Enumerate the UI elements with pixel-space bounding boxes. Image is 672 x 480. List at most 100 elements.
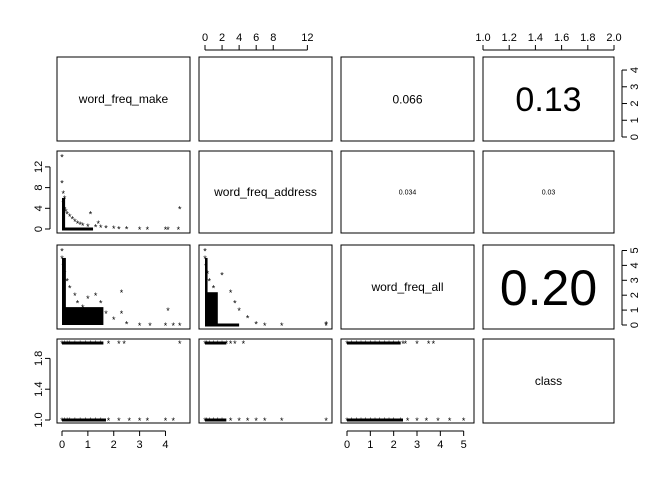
point-class2-all-0: * bbox=[345, 339, 349, 349]
point-all-make-3: * bbox=[63, 269, 67, 279]
point-class2-make-10: * bbox=[107, 339, 111, 349]
point-class1-make-6: * bbox=[84, 416, 88, 426]
point-class2-address-1: * bbox=[205, 339, 209, 349]
correlation-value-1-2: 0.034 bbox=[399, 190, 417, 197]
point-all-make-4: * bbox=[65, 276, 69, 286]
point-class2-all-11: * bbox=[397, 339, 401, 349]
point-class2-address-9: * bbox=[242, 339, 246, 349]
point-class2-make-4: * bbox=[73, 339, 77, 349]
points-blob-address-make bbox=[62, 197, 66, 229]
panel-2-0 bbox=[56, 244, 191, 330]
top-axis-address-label-0: 0 bbox=[202, 32, 208, 44]
point-class2-all-15: * bbox=[427, 339, 431, 349]
panel-0-1 bbox=[198, 56, 333, 142]
point-all-address-13: * bbox=[280, 321, 284, 331]
bottom-axis-make-label-4: 4 bbox=[162, 439, 168, 451]
point-class1-make-16: * bbox=[171, 416, 175, 426]
diagonal-label-class: class bbox=[535, 374, 562, 388]
point-address-make-26: * bbox=[166, 225, 170, 235]
point-class1-all-9: * bbox=[387, 416, 391, 426]
left-axis-address-label-2: 8 bbox=[33, 185, 45, 191]
point-all-make-19: * bbox=[148, 321, 152, 331]
point-class2-address-5: * bbox=[220, 339, 224, 349]
right-axis-all-label-3: 3 bbox=[629, 277, 641, 283]
point-class1-all-7: * bbox=[378, 416, 382, 426]
top-axis-address-label-4: 8 bbox=[270, 32, 276, 44]
point-address-make-13: * bbox=[81, 221, 85, 231]
point-class1-all-6: * bbox=[373, 416, 377, 426]
right-axis-make-label-2: 2 bbox=[629, 100, 641, 106]
point-class2-make-1: * bbox=[63, 339, 67, 349]
point-class1-address-12: * bbox=[324, 416, 328, 426]
point-address-make-2: * bbox=[62, 189, 66, 199]
point-address-make-0: * bbox=[60, 153, 64, 163]
point-class1-make-7: * bbox=[89, 416, 93, 426]
point-address-make-4: * bbox=[62, 199, 66, 209]
point-all-make-1: * bbox=[60, 254, 64, 264]
point-class1-make-3: * bbox=[68, 416, 72, 426]
point-class2-all-1: * bbox=[350, 339, 354, 349]
top-axis-class-label-2: 1.4 bbox=[528, 32, 543, 44]
right-axis-make-label-1: 1 bbox=[629, 117, 641, 123]
panel-1-2 bbox=[340, 150, 475, 234]
right-axis-all-label-1: 1 bbox=[629, 307, 641, 313]
point-class1-address-6: * bbox=[229, 416, 233, 426]
point-class1-make-11: * bbox=[117, 416, 121, 426]
right-axis-make-label-0: 0 bbox=[629, 134, 641, 140]
top-axis-class-label-4: 1.8 bbox=[580, 32, 595, 44]
bottom-axis-all-label-1: 1 bbox=[367, 439, 373, 451]
point-class1-make-14: * bbox=[146, 416, 150, 426]
top-axis-class-label-0: 1.0 bbox=[475, 32, 490, 44]
top-axis-address-label-3: 6 bbox=[253, 32, 259, 44]
point-all-address-8: * bbox=[233, 299, 237, 309]
point-all-make-17: * bbox=[125, 320, 129, 330]
diagonal-label-word_freq_all: word_freq_all bbox=[370, 280, 443, 294]
diagonal-label-word_freq_address: word_freq_address bbox=[213, 185, 317, 199]
point-class1-address-8: * bbox=[246, 416, 250, 426]
point-class2-address-8: * bbox=[233, 339, 237, 349]
point-address-make-15: * bbox=[89, 209, 93, 219]
point-all-address-2: * bbox=[204, 261, 208, 271]
point-class2-address-4: * bbox=[216, 339, 220, 349]
point-all-make-13: * bbox=[104, 309, 108, 319]
point-all-make-15: * bbox=[120, 288, 124, 298]
left-axis-address-label-0: 0 bbox=[33, 226, 45, 232]
point-class2-make-5: * bbox=[78, 339, 82, 349]
point-class2-make-9: * bbox=[99, 339, 103, 349]
point-class1-address-4: * bbox=[216, 416, 220, 426]
point-address-make-12: * bbox=[78, 220, 82, 230]
point-class2-make-11: * bbox=[117, 339, 121, 349]
left-axis-class-label-2: 1.8 bbox=[33, 351, 45, 366]
top-axis-address-label-1: 2 bbox=[219, 32, 225, 44]
panel-0-0 bbox=[56, 56, 191, 142]
point-address-make-6: * bbox=[64, 207, 68, 217]
diagonal-label-word_freq_make: word_freq_make bbox=[78, 92, 169, 106]
point-class1-all-1: * bbox=[350, 416, 354, 426]
point-all-make-9: * bbox=[86, 294, 90, 304]
bottom-axis-make-label-0: 0 bbox=[59, 439, 65, 451]
bottom-axis-make-label-1: 1 bbox=[85, 439, 91, 451]
point-address-make-1: * bbox=[60, 178, 64, 188]
panel-3-1 bbox=[198, 338, 333, 424]
point-address-make-18: * bbox=[99, 223, 103, 233]
point-class2-all-13: * bbox=[404, 339, 408, 349]
bottom-axis-all-label-5: 5 bbox=[461, 439, 467, 451]
point-class2-all-3: * bbox=[359, 339, 363, 349]
point-address-make-17: * bbox=[96, 219, 100, 229]
point-class1-make-0: * bbox=[60, 416, 64, 426]
panel-1-3 bbox=[482, 150, 615, 234]
point-all-address-12: * bbox=[263, 321, 267, 331]
point-all-make-0: * bbox=[60, 246, 64, 256]
point-all-make-21: * bbox=[166, 306, 170, 316]
top-axis-address-label-5: 12 bbox=[301, 32, 313, 44]
point-class1-address-10: * bbox=[263, 416, 267, 426]
bottom-axis-all-label-0: 0 bbox=[344, 439, 350, 451]
point-all-make-11: * bbox=[94, 291, 98, 301]
point-address-make-5: * bbox=[63, 204, 67, 214]
panel-0-3 bbox=[482, 56, 615, 142]
point-address-make-23: * bbox=[138, 225, 142, 235]
point-class1-all-4: * bbox=[364, 416, 368, 426]
point-all-address-5: * bbox=[212, 284, 216, 294]
point-class2-all-8: * bbox=[383, 339, 387, 349]
left-axis-class-label-1: 1.4 bbox=[33, 382, 45, 397]
